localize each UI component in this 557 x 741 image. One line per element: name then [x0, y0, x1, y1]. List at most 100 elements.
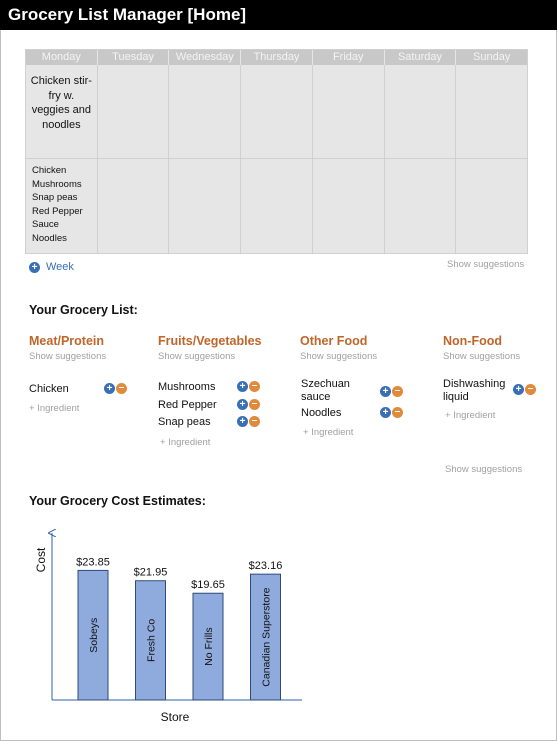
list-item: Sauce [32, 219, 59, 230]
show-suggestions-link[interactable]: Show suggestions [443, 351, 521, 362]
ingredients-cell-monday[interactable]: Chicken Mushrooms Snap peas Red Pepper S… [26, 159, 98, 253]
cost-chart: Cost Store $23.85 Sobeys $21.95 Fresh Co $19… [34, 525, 302, 724]
plus-icon[interactable]: + [380, 386, 391, 397]
ingredient-list: Chicken Mushrooms Snap peas Red Pepper S… [26, 159, 97, 245]
list-item[interactable]: Red Pepper + – [158, 399, 268, 412]
category-fruits-vegetables: Fruits/Vegetables Show suggestions [158, 334, 288, 362]
bar-category-label: Canadian Superstore [261, 587, 273, 686]
item-controls: + – [104, 383, 127, 394]
list-item[interactable]: Noodles + – [301, 407, 409, 420]
meal-cell-wednesday[interactable] [169, 65, 242, 158]
meal-name: Chicken stir-fry w. veggies and noodles [30, 75, 92, 131]
item-controls: + – [380, 386, 403, 397]
plus-icon[interactable]: + [237, 416, 248, 427]
item-label: Mushrooms [158, 381, 216, 393]
y-axis-label: Cost [34, 547, 48, 572]
meal-cell-tuesday[interactable] [98, 65, 170, 158]
ingredients-cell-sunday[interactable] [456, 159, 527, 253]
cost-estimates-title: Your Grocery Cost Estimates: [29, 494, 206, 508]
minus-icon[interactable]: – [249, 381, 260, 392]
add-ingredient-link[interactable]: + Ingredient [303, 427, 354, 438]
week-label: Week [46, 261, 74, 273]
minus-icon[interactable]: – [249, 399, 260, 410]
chart-bar [135, 580, 166, 701]
plus-icon[interactable]: + [104, 383, 115, 394]
meal-cell-saturday[interactable] [385, 65, 457, 158]
list-item[interactable]: Snap peas + – [158, 416, 268, 429]
item-label: Chicken [29, 383, 69, 395]
meal-cell-monday[interactable]: Chicken stir-fry w. veggies and noodles [26, 65, 98, 158]
list-item: Snap peas [32, 192, 78, 203]
show-suggestions-planner[interactable]: Show suggestions [447, 259, 525, 270]
minus-icon[interactable]: – [392, 386, 403, 397]
ingredients-cell-thursday[interactable] [241, 159, 313, 253]
plus-icon[interactable]: + [513, 384, 524, 395]
plus-icon[interactable]: + [380, 407, 391, 418]
chart-bar [192, 592, 224, 701]
list-item[interactable]: Dishwashing liquid + – [443, 378, 543, 404]
minus-icon[interactable]: – [116, 383, 127, 394]
bar-value-label: $23.16 [249, 560, 283, 572]
category-non-food: Non-Food Show suggestions [443, 334, 557, 362]
category-meat-protein: Meat/Protein Show suggestions [29, 334, 159, 362]
item-controls: + – [237, 381, 260, 392]
plus-icon[interactable]: + [237, 381, 248, 392]
list-item[interactable]: Mushrooms + – [158, 381, 268, 394]
plus-icon[interactable]: + [237, 399, 248, 410]
planner-meal-row: Chicken stir-fry w. veggies and noodles [26, 65, 527, 159]
category-title: Non-Food [443, 334, 503, 348]
show-suggestions-link[interactable]: Show suggestions [300, 351, 378, 362]
item-controls: + – [237, 399, 260, 410]
category-title: Fruits/Vegetables [158, 334, 262, 348]
bar-category-label: Sobeys [88, 618, 100, 653]
minus-icon[interactable]: – [525, 384, 536, 395]
item-label: Szechuan sauce [301, 378, 350, 403]
x-axis-label: Store [161, 710, 190, 724]
bar-category-label: No Frills [203, 627, 215, 666]
bar-category-label: Fresh Co [146, 619, 158, 662]
list-item: Red Pepper [32, 205, 83, 217]
ingredients-cell-friday[interactable] [313, 159, 385, 253]
chart-bar [77, 569, 109, 701]
item-label: Red Pepper [158, 399, 217, 411]
list-item[interactable]: Szechuan sauce + – [301, 378, 409, 404]
item-controls: + – [513, 384, 536, 395]
category-other-food: Other Food Show suggestions [300, 334, 430, 362]
add-ingredient-link[interactable]: + Ingredient [445, 410, 496, 421]
meal-planner: Monday Tuesday Wednesday Thursday Friday… [25, 49, 528, 254]
category-title: Meat/Protein [29, 334, 105, 348]
meal-cell-sunday[interactable] [456, 65, 527, 158]
item-label: Dishwashing liquid [443, 378, 506, 403]
bar-value-label: $23.85 [76, 556, 110, 568]
plus-icon: + [29, 261, 40, 273]
day-header-friday: Friday [313, 50, 385, 65]
category-title: Other Food [300, 334, 368, 348]
minus-icon[interactable]: – [249, 416, 260, 427]
item-controls: + – [237, 416, 260, 427]
planner-header: Monday Tuesday Wednesday Thursday Friday… [26, 50, 527, 65]
add-ingredient-link[interactable]: + Ingredient [29, 403, 80, 414]
app-title: Grocery List Manager [Home] [0, 0, 557, 30]
show-suggestions-list[interactable]: Show suggestions [445, 464, 523, 475]
list-item[interactable]: Chicken + – [29, 383, 134, 396]
bar-value-label: $19.65 [191, 579, 225, 591]
day-header-sunday: Sunday [473, 51, 511, 63]
list-item: Mushrooms [32, 178, 82, 190]
ingredients-cell-tuesday[interactable] [98, 159, 170, 253]
day-header-monday: Monday [26, 50, 98, 65]
ingredients-cell-saturday[interactable] [385, 159, 457, 253]
minus-icon[interactable]: – [392, 407, 403, 418]
day-header-thursday: Thursday [241, 50, 313, 65]
show-suggestions-link[interactable]: Show suggestions [158, 351, 236, 362]
ingredients-cell-wednesday[interactable] [169, 159, 242, 253]
item-label: Noodles [301, 407, 342, 419]
add-week-button[interactable]: + Week [29, 261, 74, 273]
list-item: Chicken [32, 165, 67, 176]
meal-cell-thursday[interactable] [241, 65, 313, 158]
planner-ingredient-row: Chicken Mushrooms Snap peas Red Pepper S… [26, 159, 527, 253]
show-suggestions-link[interactable]: Show suggestions [29, 351, 107, 362]
add-ingredient-link[interactable]: + Ingredient [160, 437, 211, 448]
day-header-tuesday: Tuesday [98, 50, 170, 65]
meal-cell-friday[interactable] [313, 65, 385, 158]
day-header-wednesday: Wednesday [169, 50, 242, 65]
